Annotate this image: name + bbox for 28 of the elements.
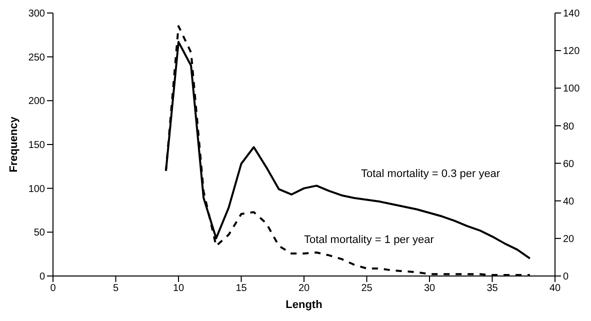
y2-tick-label: 100 — [563, 84, 580, 95]
y-tick-label: 100 — [28, 184, 46, 195]
annotation: Total mortality = 1 per year — [304, 234, 434, 246]
x-tick-label: 0 — [50, 283, 56, 294]
x-tick-label: 40 — [549, 283, 561, 294]
y2-tick-label: 0 — [563, 272, 569, 283]
y-tick-label: 300 — [28, 8, 46, 20]
x-axis-title: Length — [286, 299, 323, 311]
annotation: Total mortality = 0.3 per year — [361, 168, 500, 180]
y2-tick-label: 140 — [563, 8, 580, 20]
y-axis-title: Frequency — [8, 116, 20, 172]
x-tick-label: 25 — [361, 283, 373, 294]
y-tick-label: 200 — [28, 96, 46, 108]
y2-tick-label: 60 — [563, 158, 575, 170]
x-tick-label: 20 — [298, 283, 310, 294]
y-tick-label: 250 — [28, 52, 46, 64]
y2-tick-label: 40 — [563, 196, 575, 208]
x-tick-label: 35 — [486, 283, 498, 294]
x-tick-label: 30 — [424, 283, 436, 294]
y-tick-label: 50 — [34, 228, 46, 239]
y2-tick-label: 120 — [563, 46, 580, 58]
x-tick-label: 5 — [112, 283, 119, 294]
x-tick-label: 10 — [172, 283, 184, 294]
y-tick-label: 150 — [28, 140, 46, 152]
y2-tick-label: 80 — [563, 121, 575, 132]
y-tick-label: 0 — [39, 272, 46, 283]
x-tick-label: 15 — [236, 283, 248, 294]
y2-tick-label: 20 — [563, 234, 575, 245]
